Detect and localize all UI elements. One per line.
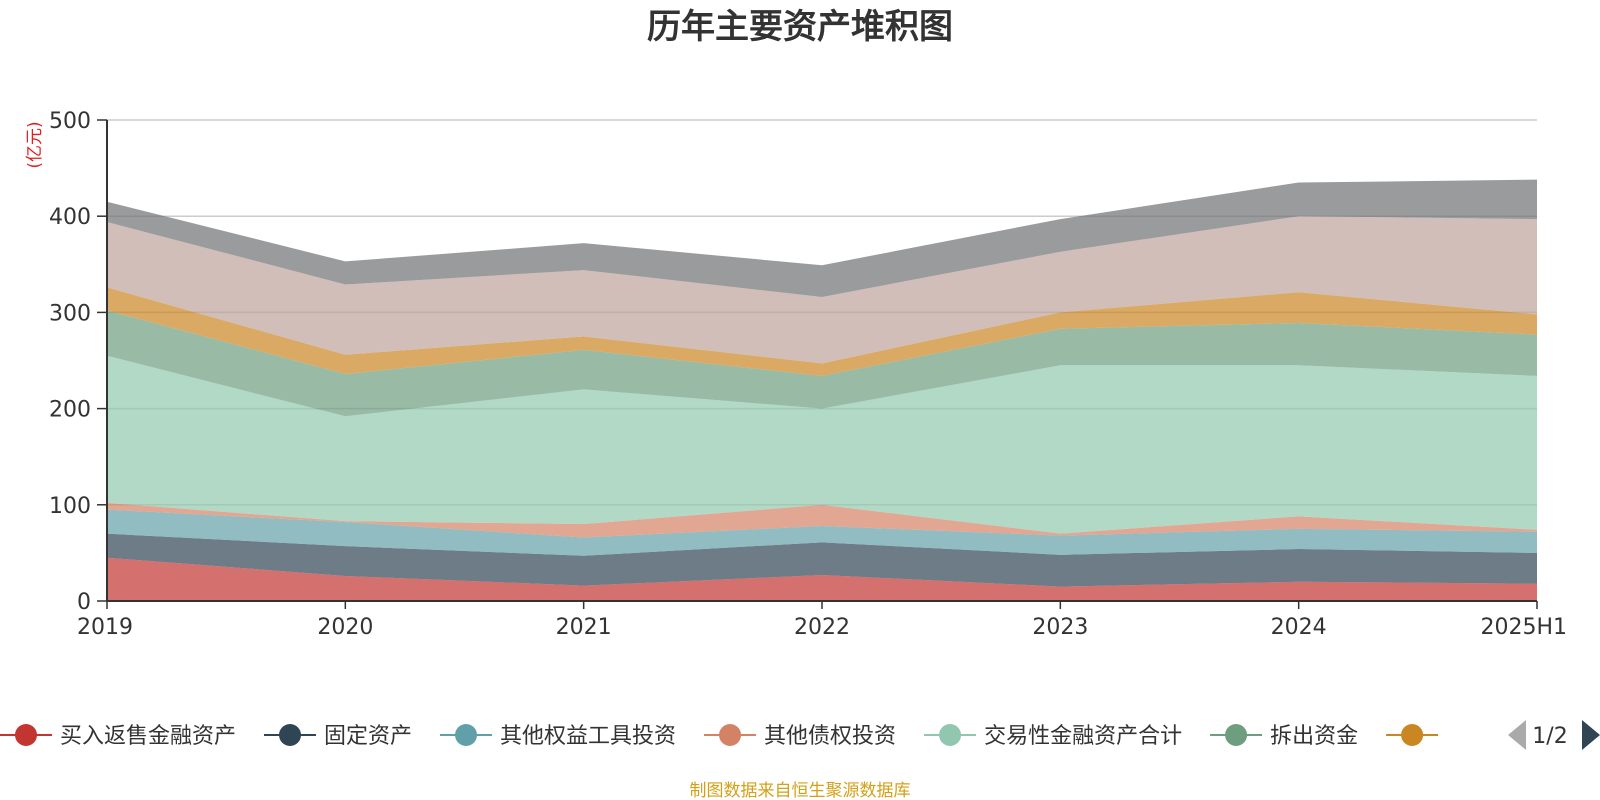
x-tick-label: 2022 xyxy=(794,615,850,640)
y-tick-label: 400 xyxy=(49,205,91,230)
y-axis-ticks: 0 100 200 300 400 500 xyxy=(49,109,107,615)
x-axis-ticks: 2019 2020 2021 2022 2023 2024 2025H1 xyxy=(77,601,1567,640)
x-tick-label: 2019 xyxy=(77,615,133,640)
legend-dot-marker xyxy=(15,724,37,746)
y-axis-unit-label: (亿元) xyxy=(25,121,45,168)
legend-label: 买入返售金融资产 xyxy=(60,724,236,749)
y-tick-label: 100 xyxy=(49,494,91,519)
legend-item[interactable]: 交易性金融资产合计 xyxy=(924,724,1182,749)
legend-pager: 1/2 xyxy=(1508,720,1600,750)
area-series-2 xyxy=(107,533,1537,587)
legend-dot-marker xyxy=(1401,724,1424,746)
x-tick-label: 2025H1 xyxy=(1480,615,1567,640)
y-tick-label: 300 xyxy=(49,301,91,326)
area-series-3 xyxy=(107,509,1537,556)
legend-dot-marker xyxy=(279,724,302,746)
legend-next-page-icon[interactable] xyxy=(1582,720,1600,750)
chart-title: 历年主要资产堆积图 xyxy=(647,7,953,47)
legend: 买入返售金融资产 固定资产 其他权益工具投资 其他债权投资 交易性金融资产合计 拆出资金 xyxy=(0,724,1439,749)
legend-item[interactable]: 拆出资金 xyxy=(1210,724,1358,749)
area-series-7 xyxy=(107,287,1537,376)
legend-label: 拆出资金 xyxy=(1270,724,1358,749)
legend-page-indicator: 1/2 xyxy=(1532,724,1567,749)
x-tick-label: 2021 xyxy=(556,615,612,640)
legend-item[interactable] xyxy=(1386,724,1439,746)
legend-dot-marker xyxy=(719,724,742,746)
x-tick-label: 2020 xyxy=(317,615,373,640)
data-source-note: 制图数据来自恒生聚源数据库 xyxy=(690,781,911,800)
legend-prev-page-icon[interactable] xyxy=(1508,720,1526,750)
legend-label: 其他债权投资 xyxy=(764,724,896,749)
area-series-1 xyxy=(107,557,1537,601)
area-series-8 xyxy=(107,216,1537,364)
legend-label: 交易性金融资产合计 xyxy=(984,724,1182,749)
x-tick-label: 2024 xyxy=(1271,615,1327,640)
area-series-4 xyxy=(107,502,1537,538)
legend-label: 其他权益工具投资 xyxy=(500,724,676,749)
legend-label: 固定资产 xyxy=(324,724,412,749)
legend-item[interactable]: 其他债权投资 xyxy=(704,724,896,749)
area-series xyxy=(107,179,1537,601)
legend-item[interactable]: 固定资产 xyxy=(264,724,412,749)
y-tick-label: 200 xyxy=(49,398,91,423)
legend-dot-marker xyxy=(455,724,478,746)
legend-item[interactable]: 其他权益工具投资 xyxy=(440,724,676,749)
legend-item[interactable]: 买入返售金融资产 xyxy=(0,724,236,749)
legend-dot-marker xyxy=(1225,724,1248,746)
y-tick-label: 500 xyxy=(49,109,91,134)
x-tick-label: 2023 xyxy=(1032,615,1088,640)
area-series-5 xyxy=(107,355,1537,534)
y-tick-label: 0 xyxy=(77,590,91,615)
legend-dot-marker xyxy=(939,724,962,746)
area-series-6 xyxy=(107,310,1537,417)
area-series-9 xyxy=(107,179,1537,298)
